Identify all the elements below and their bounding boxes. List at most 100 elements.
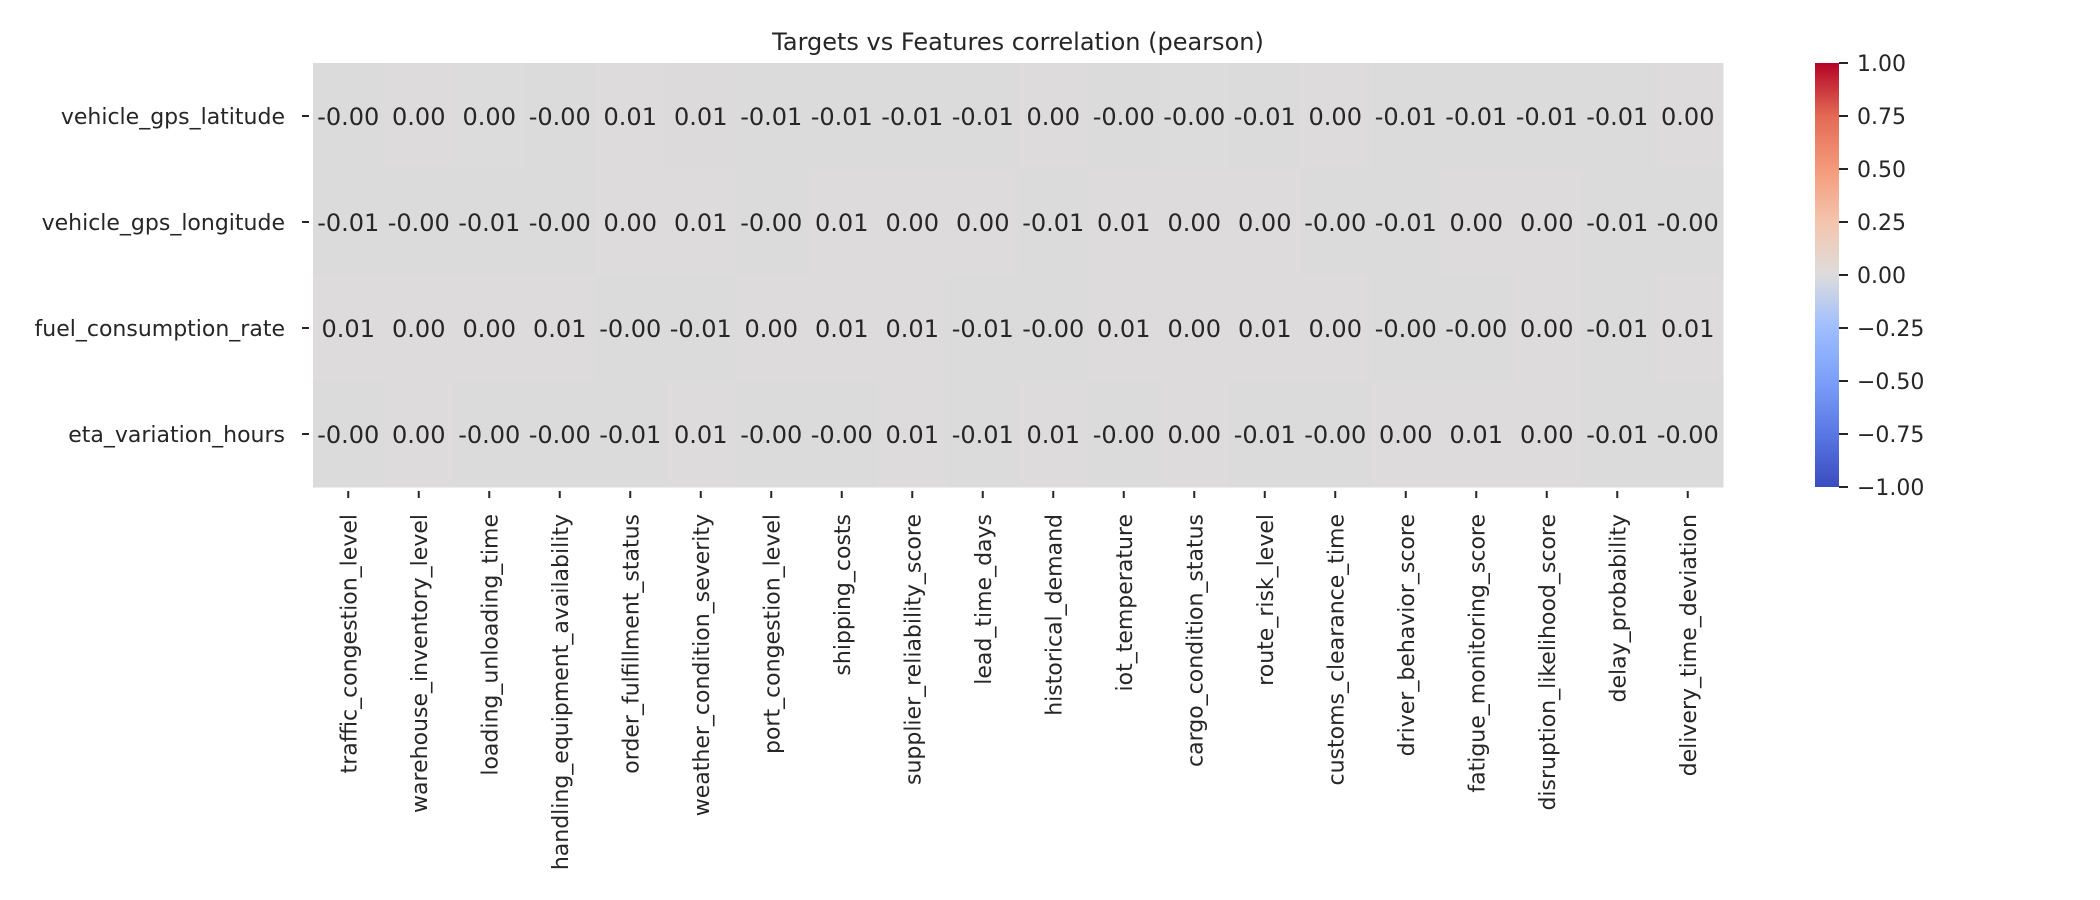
cell-value-label: -0.01 [458, 209, 520, 237]
heatmap-cell [877, 381, 948, 488]
cell-value-label: 0.01 [322, 315, 375, 343]
cell-value-label: -0.01 [599, 421, 661, 449]
heatmap-cell [877, 169, 948, 276]
cell-value-label: -0.01 [1586, 103, 1648, 131]
cell-value-label: -0.01 [1234, 421, 1296, 449]
colorbar-tick-label: 0.00 [1857, 264, 1906, 289]
heatmap-cell [1652, 381, 1724, 488]
heatmap-cell [1088, 169, 1160, 276]
row-label: fuel_consumption_rate [35, 317, 285, 342]
heatmap-cell [1652, 169, 1724, 276]
heatmap-cell [1441, 169, 1512, 276]
cell-value-label: -0.00 [740, 421, 802, 449]
row-label: eta_variation_hours [68, 423, 285, 448]
cell-value-label: 0.01 [815, 209, 868, 237]
heatmap-cell [313, 63, 384, 170]
cell-value-label: 0.00 [1309, 315, 1362, 343]
cell-value-label: 0.00 [1168, 209, 1221, 237]
heatmap-cell [313, 275, 384, 382]
heatmap-cell [1511, 381, 1583, 488]
heatmap-cell [1088, 275, 1160, 382]
heatmap-cell [1582, 381, 1653, 488]
row-labels: vehicle_gps_latitude vehicle_gps_longitud… [35, 105, 309, 448]
column-label: supplier_reliability_score [901, 514, 926, 785]
colorbar-tick-label: −0.75 [1857, 423, 1924, 448]
cell-value-label: -0.00 [1093, 421, 1155, 449]
cell-value-label: -0.00 [1657, 209, 1719, 237]
colorbar-tick-label: 0.25 [1857, 211, 1906, 236]
heatmap-cell [947, 169, 1019, 276]
heatmap-cell [595, 63, 666, 170]
cell-value-label: 0.00 [745, 315, 798, 343]
heatmap-cell [1088, 381, 1160, 488]
cell-value-label: -0.00 [458, 421, 520, 449]
cell-value-label: -0.00 [529, 421, 591, 449]
column-label: loading_unloading_time [478, 514, 503, 776]
colorbar-tick-label: −1.00 [1857, 476, 1924, 501]
cell-value-label: 0.01 [1450, 421, 1503, 449]
cell-value-label: 0.00 [1450, 209, 1503, 237]
heatmap-cell [877, 275, 948, 382]
cell-value-label: 0.00 [463, 103, 516, 131]
column-label: cargo_condition_status [1183, 514, 1208, 767]
heatmap-cell [595, 275, 666, 382]
chart-title: Targets vs Features correlation (pearson… [771, 28, 1264, 56]
colorbar-tick-label: 0.50 [1857, 158, 1906, 183]
colorbar-tick-label: 1.00 [1857, 52, 1906, 77]
heatmap-cell [1300, 275, 1371, 382]
cell-value-label: 0.01 [815, 315, 868, 343]
cell-value-label: -0.00 [1657, 421, 1719, 449]
heatmap-cell [736, 169, 807, 276]
heatmap-cell [524, 381, 596, 488]
heatmap-cell [1018, 169, 1089, 276]
column-label: fatigue_monitoring_score [1465, 514, 1490, 793]
colorbar-tick-label: −0.25 [1857, 317, 1924, 342]
heatmap-cell [1159, 275, 1230, 382]
cell-value-label: -0.00 [1022, 315, 1084, 343]
colorbar: 1.00 0.75 0.50 0.25 0.00 −0.25 −0.50 −0.75 −1.00 [1815, 52, 1924, 501]
heatmap-cell [383, 381, 455, 488]
cell-value-label: 0.00 [1520, 315, 1573, 343]
column-label: driver_behavior_score [1395, 514, 1420, 756]
heatmap-cell [524, 63, 596, 170]
cell-value-label: -0.00 [1375, 315, 1437, 343]
heatmap-cell [1300, 63, 1371, 170]
cell-value-label: -0.00 [1093, 103, 1155, 131]
cell-value-label: -0.00 [317, 103, 379, 131]
cell-value-label: -0.00 [599, 315, 661, 343]
column-label: order_fulfillment_status [619, 514, 644, 774]
cell-value-label: -0.00 [529, 103, 591, 131]
heatmap-cell [1018, 63, 1089, 170]
heatmap-cell [806, 169, 878, 276]
heatmap-cell [665, 169, 737, 276]
cell-value-label: -0.01 [1445, 103, 1507, 131]
heatmap-cell [947, 381, 1019, 488]
cell-value-label: 0.01 [1238, 315, 1291, 343]
cell-value-label: -0.01 [1586, 315, 1648, 343]
heatmap-cell [806, 381, 878, 488]
cell-value-label: 0.00 [1168, 315, 1221, 343]
heatmap-cell [665, 275, 737, 382]
cell-value-label: 0.00 [1379, 421, 1432, 449]
cell-value-label: 0.01 [533, 315, 586, 343]
column-label: handling_equipment_availability [549, 514, 574, 870]
heatmap-cell [1229, 169, 1301, 276]
heatmap-cell [595, 169, 666, 276]
heatmap-cell [1159, 169, 1230, 276]
cell-value-label: -0.01 [811, 103, 873, 131]
heatmap-cell [454, 63, 525, 170]
cell-value-label: -0.01 [1022, 209, 1084, 237]
cell-value-label: -0.00 [811, 421, 873, 449]
heatmap-cell [947, 63, 1019, 170]
cell-value-label: -0.01 [952, 103, 1014, 131]
column-label: traffic_congestion_level [337, 514, 362, 773]
cell-value-label: -0.01 [1375, 209, 1437, 237]
cell-value-label: 0.01 [1027, 421, 1080, 449]
heatmap-cell [1652, 63, 1724, 170]
column-label: delivery_time_deviation [1677, 514, 1702, 776]
heatmap-cell [524, 275, 596, 382]
cell-value-label: 0.00 [392, 315, 445, 343]
heatmap-cell [595, 381, 666, 488]
heatmap-cell [1370, 275, 1442, 382]
